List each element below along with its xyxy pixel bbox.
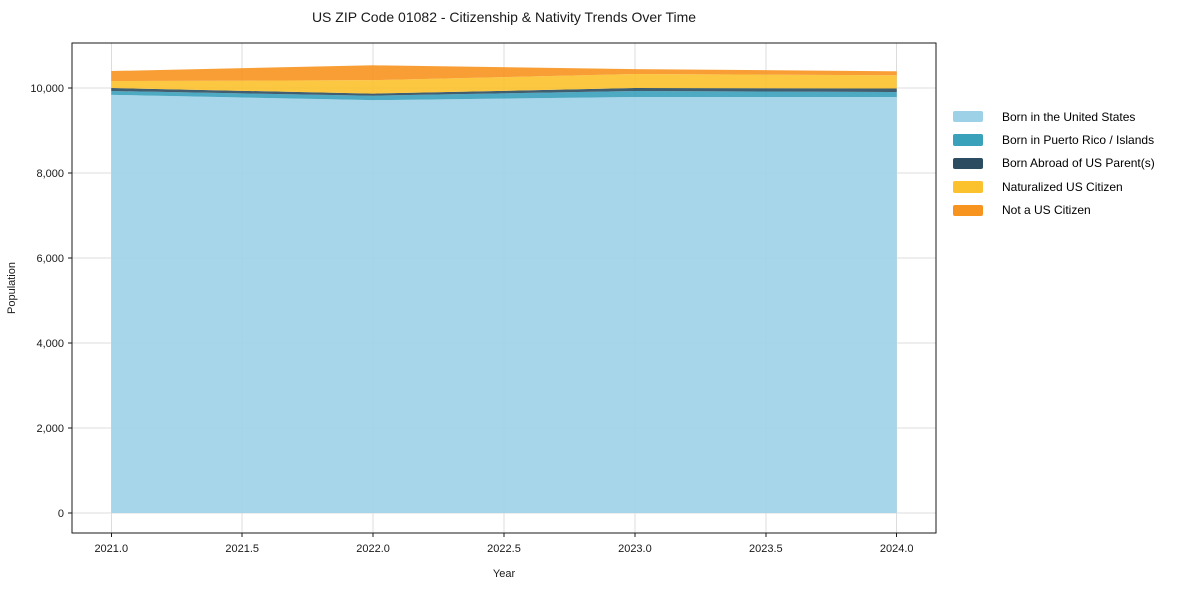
- area-series-not-a-us-citizen: [111, 65, 897, 82]
- area-series-layer: [111, 65, 897, 514]
- legend-swatch: [953, 134, 983, 146]
- legend-swatch: [953, 204, 983, 216]
- legend-label: Born Abroad of US Parent(s): [1002, 156, 1155, 171]
- legend-swatch: [953, 110, 983, 123]
- y-tick-label: 2,000: [36, 423, 64, 435]
- legend-label: Born in the United States: [1002, 109, 1136, 124]
- legend-swatch: [953, 157, 983, 170]
- legend-label: Naturalized US Citizen: [1002, 179, 1123, 194]
- x-tick-label: 2023.0: [618, 543, 652, 555]
- area-series-naturalized-us-citizen: [111, 74, 897, 94]
- chart-title: US ZIP Code 01082 - Citizenship & Nativi…: [312, 9, 696, 25]
- axis-layer: 2021.0 2021.5 2022.0 2022.5 2023.0 2023.5 2024…: [30, 42, 937, 555]
- legend-item: Born in Puerto Rico / Islands: [953, 128, 1155, 151]
- legend-item: Born in the United States: [953, 105, 1155, 128]
- area-series-born-in-puerto-rico-islands: [111, 91, 897, 101]
- legend-item: Not a US Citizen: [953, 199, 1155, 222]
- y-tick-label: 6,000: [36, 253, 64, 265]
- x-tick-label: 2021.5: [225, 543, 259, 555]
- y-tick-label: 10,000: [30, 83, 64, 95]
- legend-label: Born in Puerto Rico / Islands: [1002, 133, 1155, 148]
- y-tick-label: 4,000: [36, 338, 64, 350]
- x-tick-label: 2024.0: [880, 543, 914, 555]
- legend-label: Not a US Citizen: [1002, 203, 1091, 218]
- x-tick-label: 2023.5: [749, 543, 783, 555]
- area-series-born-abroad-of-us-parent-s: [111, 88, 897, 96]
- legend-swatch: [953, 181, 983, 193]
- area-series-born-in-the-united-states: [111, 94, 897, 514]
- y-axis-label: Population: [6, 262, 18, 314]
- legend: Born in the United States Born in Puerto …: [953, 105, 1155, 222]
- x-axis-label: Year: [493, 568, 516, 580]
- y-tick-label: 0: [58, 508, 64, 520]
- y-tick-label: 8,000: [36, 168, 64, 180]
- legend-item: Naturalized US Citizen: [953, 175, 1155, 198]
- x-tick-label: 2022.5: [487, 543, 521, 555]
- x-tick-label: 2022.0: [356, 543, 390, 555]
- legend-item: Born Abroad of US Parent(s): [953, 152, 1155, 175]
- x-tick-label: 2021.0: [94, 543, 128, 555]
